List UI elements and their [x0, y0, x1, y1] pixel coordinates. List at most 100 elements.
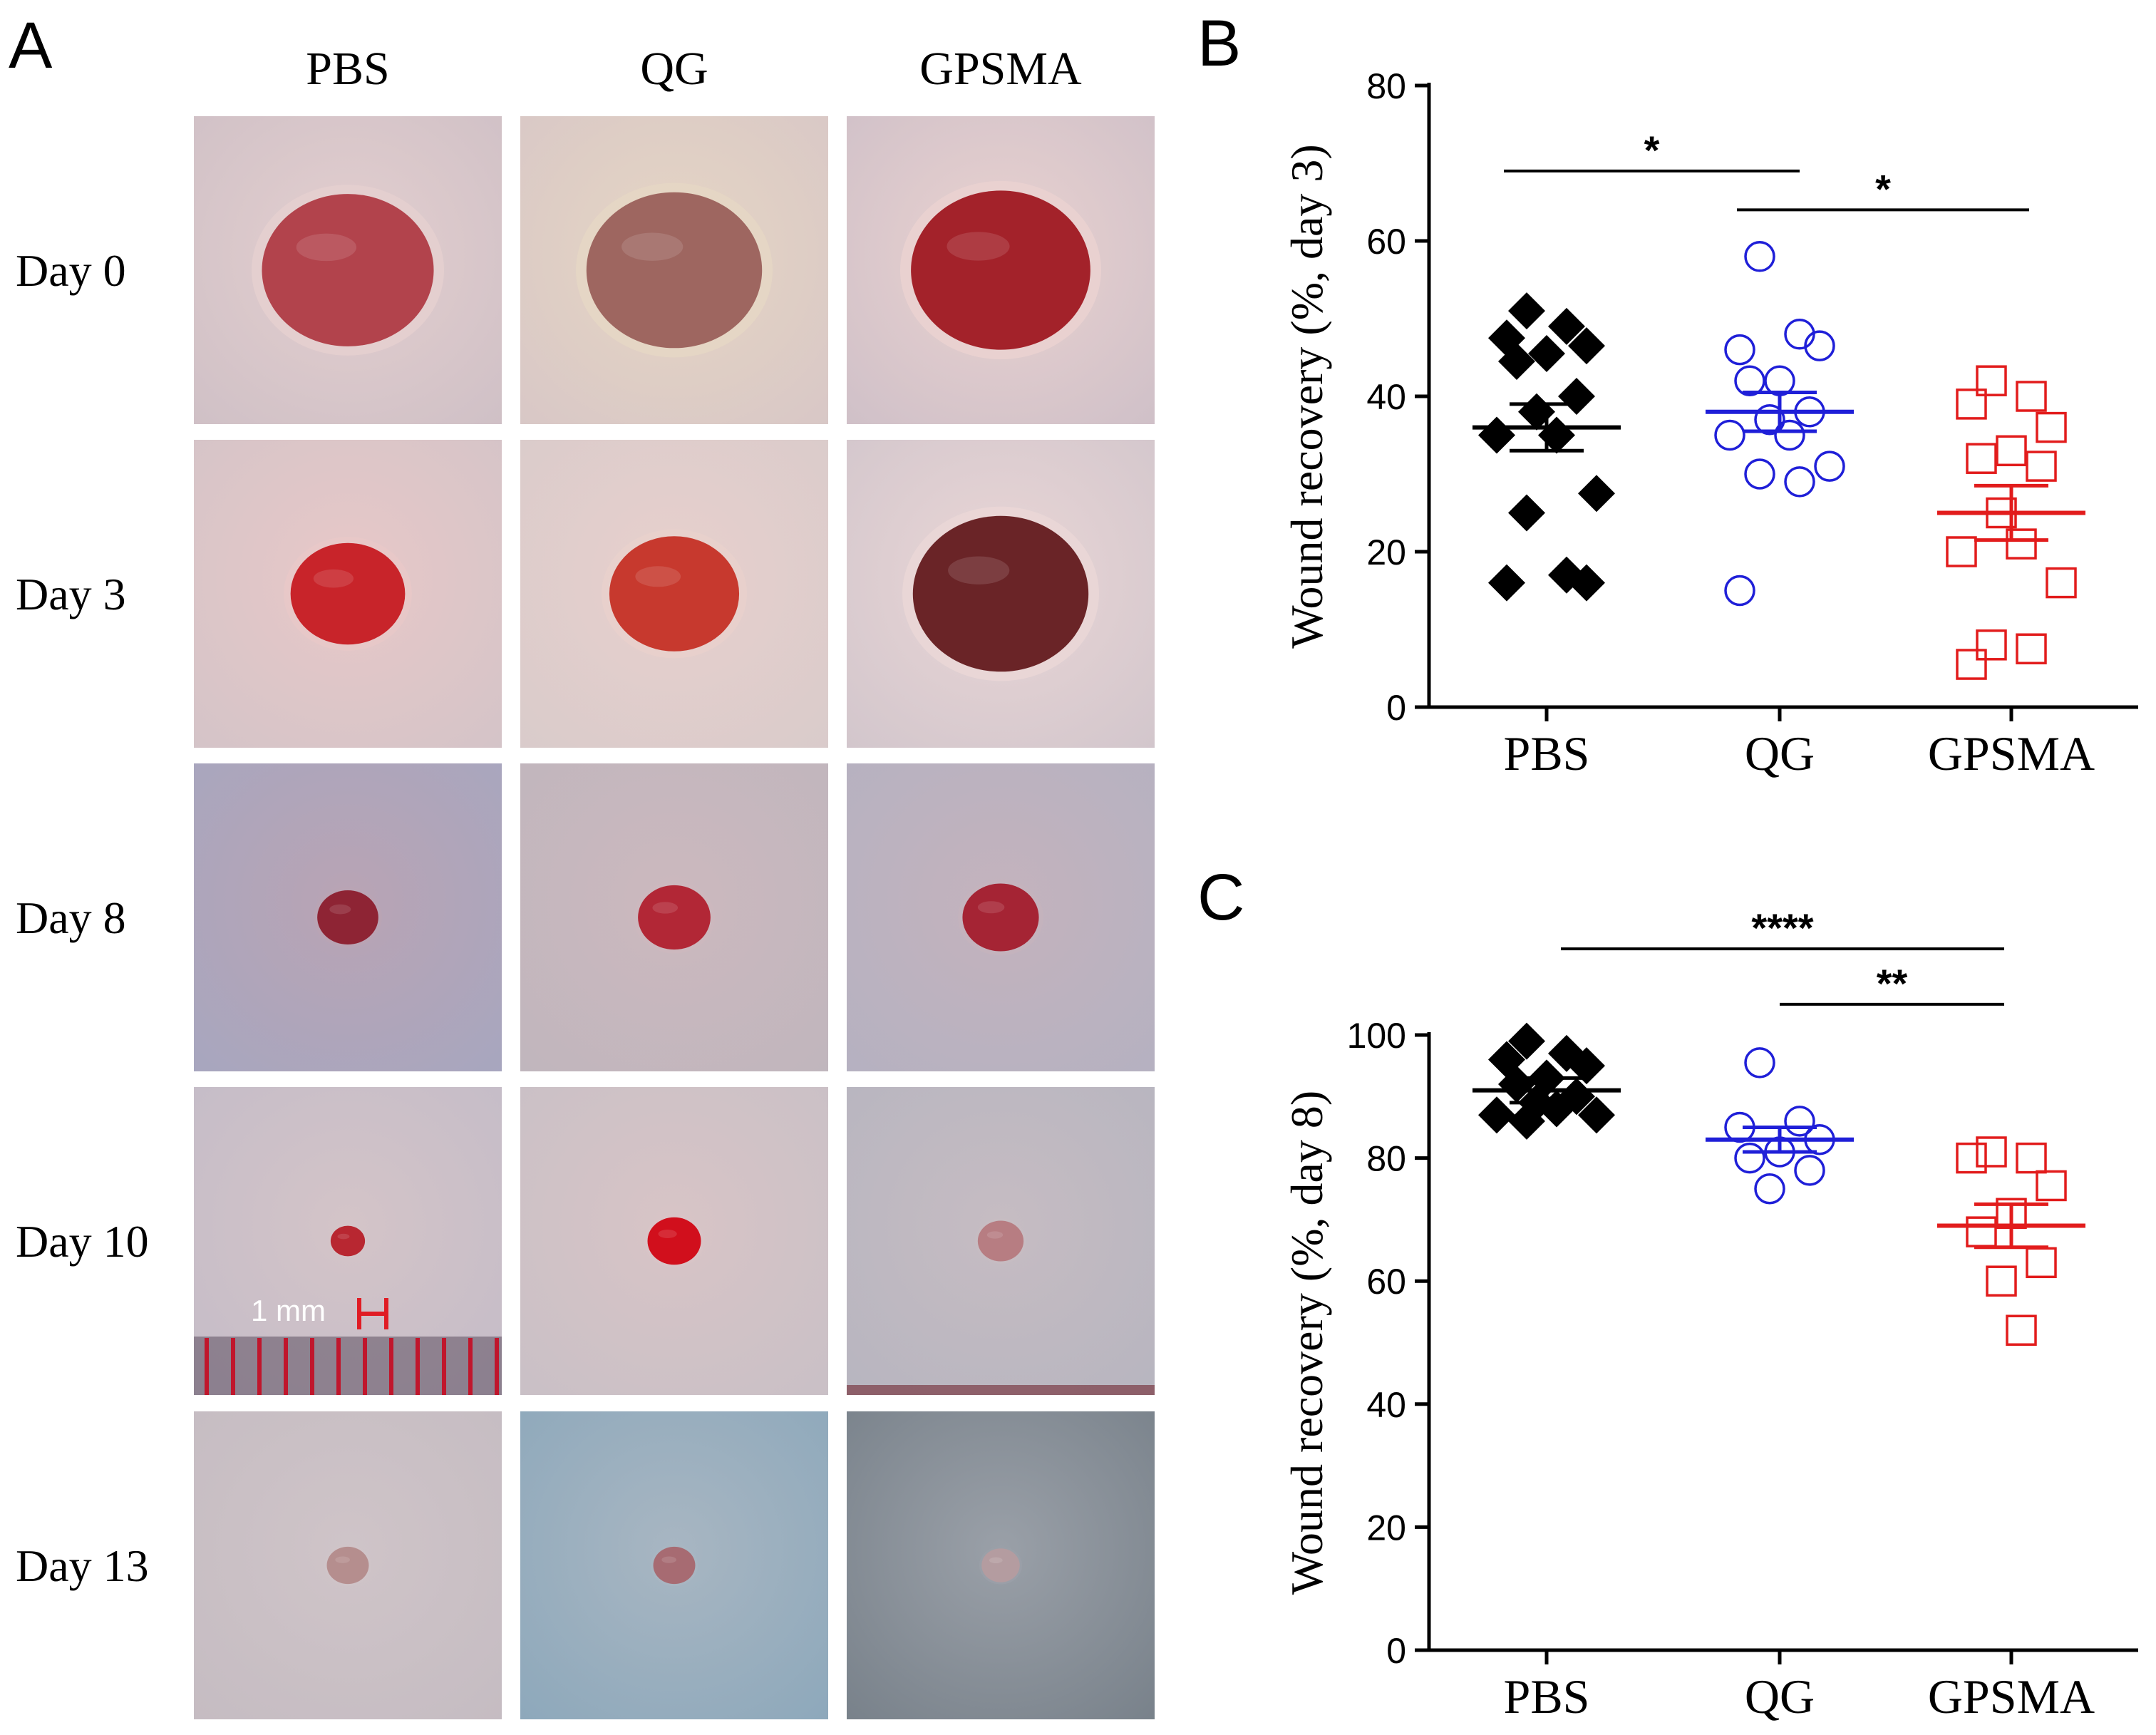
data-point-square — [1946, 536, 1977, 567]
wound-photo — [520, 1411, 828, 1719]
data-point-diamond — [1578, 1096, 1615, 1134]
row-label: Day 0 — [16, 245, 126, 296]
wound-area — [317, 890, 378, 945]
wound-photo — [194, 763, 502, 1071]
data-point-circle — [1784, 1106, 1815, 1137]
significance-label: * — [1875, 166, 1891, 211]
x-tick-label: QG — [1745, 726, 1815, 781]
x-tick-label: QG — [1745, 1669, 1815, 1724]
data-point-square — [2006, 528, 2037, 560]
data-point-diamond — [1548, 307, 1585, 345]
wound-highlight — [947, 232, 1010, 261]
data-point-square — [2026, 1247, 2057, 1279]
y-tick-label: 0 — [1386, 688, 1406, 728]
wound-highlight — [977, 901, 1005, 914]
wound-highlight — [661, 1556, 676, 1563]
wound-highlight — [652, 902, 679, 914]
data-point-square — [1966, 1216, 1997, 1247]
x-tick-label: GPSMA — [1928, 726, 2095, 781]
wound-highlight — [313, 569, 354, 588]
data-point-square — [1976, 629, 2007, 661]
row-label: Day 3 — [16, 569, 126, 619]
data-point-circle — [1794, 1155, 1825, 1186]
wound-photo — [194, 440, 502, 748]
data-point-diamond — [1508, 494, 1545, 532]
wound-area — [962, 883, 1039, 952]
data-point-diamond — [1508, 1022, 1545, 1060]
y-tick-label: 80 — [1366, 66, 1406, 106]
significance-label: ** — [1877, 961, 1908, 1006]
data-point-square — [2036, 1170, 2067, 1202]
series-pbs — [1472, 292, 1621, 602]
data-point-circle — [1734, 1142, 1765, 1174]
data-point-square — [1976, 365, 2007, 396]
wound-area — [911, 190, 1090, 350]
wound-highlight — [948, 556, 1010, 585]
data-point-square — [2016, 633, 2047, 664]
panel-a-photo-grid: A PBS QG GPSMA Day 0 Day 3 Day 8 Day 10 Day 13… — [9, 9, 1155, 1719]
data-point-diamond — [1498, 1066, 1535, 1103]
data-point-diamond — [1478, 1096, 1515, 1134]
wound-area — [609, 536, 740, 652]
data-point-diamond — [1558, 378, 1595, 415]
wound-highlight — [986, 1231, 1004, 1239]
data-point-square — [1956, 388, 1987, 420]
data-point-circle — [1814, 451, 1845, 482]
panel-letter-a: A — [9, 9, 53, 82]
data-point-square — [1976, 1136, 2007, 1168]
data-point-square — [1956, 649, 1987, 680]
series-gpsma — [1937, 365, 2085, 680]
wound-highlight — [337, 1233, 350, 1240]
wound-area — [326, 1546, 369, 1585]
wound-highlight — [335, 1556, 350, 1563]
data-point-diamond — [1568, 1047, 1605, 1085]
data-point-square — [2006, 1314, 2037, 1346]
data-point-circle — [1714, 419, 1745, 451]
data-point-circle — [1744, 241, 1775, 272]
wound-photo — [194, 1411, 502, 1719]
series-pbs — [1472, 1022, 1621, 1140]
data-point-circle — [1724, 334, 1755, 366]
scale-bar: 1 mm — [194, 1294, 1155, 1395]
x-tick-label: GPSMA — [1928, 1669, 2095, 1724]
wound-area — [653, 1546, 696, 1585]
y-tick-label: 80 — [1366, 1139, 1406, 1179]
data-point-square — [2016, 1142, 2047, 1174]
data-point-circle — [1744, 1047, 1775, 1078]
data-point-square — [1996, 435, 2027, 467]
y-tick-label: 20 — [1366, 1508, 1406, 1548]
y-tick-label: 0 — [1386, 1631, 1406, 1671]
data-point-square — [1966, 443, 1997, 474]
wound-photo — [847, 1087, 1155, 1395]
wound-area — [262, 194, 434, 346]
wound-area — [638, 885, 711, 950]
data-point-circle — [1734, 365, 1765, 396]
row-label: Day 13 — [16, 1540, 149, 1591]
row-label: Day 10 — [16, 1216, 149, 1267]
wound-area — [912, 515, 1089, 672]
data-point-square — [1986, 1265, 2017, 1297]
panel-c-scatter-day8: C Wound recovery (%, day 8) 0 20 40 60 80 100… — [1197, 861, 2138, 1724]
wound-highlight — [296, 233, 357, 262]
panel-letter-b: B — [1197, 7, 1241, 80]
wound-photo — [847, 116, 1155, 424]
data-point-circle — [1784, 466, 1815, 498]
y-axis-label-b: Wound recovery (%, day 3) — [1281, 144, 1332, 648]
data-point-diamond — [1478, 416, 1515, 454]
data-point-circle — [1784, 319, 1815, 350]
y-tick-label: 40 — [1366, 1385, 1406, 1425]
x-tick-label: PBS — [1504, 726, 1590, 781]
x-tick-label: PBS — [1504, 1669, 1590, 1724]
wound-highlight — [329, 904, 351, 915]
ruler-strip — [847, 1385, 1155, 1395]
wound-photo — [194, 116, 502, 424]
data-point-square — [2016, 381, 2047, 412]
y-tick-label: 40 — [1366, 377, 1406, 417]
wound-area — [586, 192, 763, 349]
photo-cells — [194, 116, 1155, 1719]
data-point-diamond — [1568, 327, 1605, 365]
wound-highlight — [635, 566, 681, 587]
y-tick-label: 60 — [1366, 1262, 1406, 1302]
wound-photo — [520, 116, 828, 424]
